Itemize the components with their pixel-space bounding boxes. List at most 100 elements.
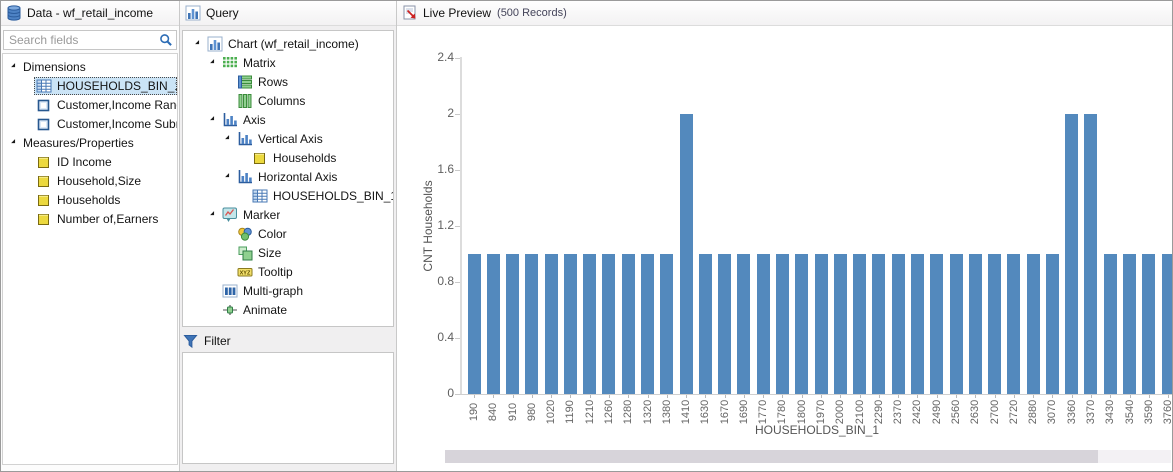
bar[interactable] [968,254,982,394]
bar[interactable] [756,254,770,394]
bar[interactable] [1045,254,1059,394]
tree-item[interactable]: HOUSEHOLDS_BIN_1 [183,186,393,205]
x-tick-label: 1630 [699,399,712,425]
bar[interactable] [641,254,655,394]
tree-item[interactable]: Household,Size [3,171,177,190]
tree-item-body: Chart (wf_retail_income) [205,35,393,53]
bar[interactable] [1026,254,1040,394]
tree-item[interactable]: Axis [183,110,393,129]
tree-item[interactable]: Size [183,243,393,262]
search-icon[interactable] [159,33,173,47]
tree-item[interactable]: Animate [183,300,393,319]
tree-item[interactable]: Color [183,224,393,243]
x-tick-mark [898,395,900,398]
tree-item[interactable]: Households [3,190,177,209]
tree-item[interactable]: Vertical Axis [183,129,393,148]
tree-item[interactable]: Customer,Income Subrang [3,114,177,133]
tree-item[interactable]: Matrix [183,53,393,72]
tree-item[interactable]: Number of,Earners [3,209,177,228]
expander-spacer [221,77,235,87]
bar[interactable] [1123,254,1137,394]
expander-triangle-icon[interactable] [7,138,21,148]
tree-item[interactable]: Customer,Income Range [3,95,177,114]
x-tick-mark [1090,395,1092,398]
expander-triangle-icon[interactable] [191,39,205,49]
tree-item-body: Households [34,191,177,209]
tree-item-label: Customer,Income Range [57,97,177,112]
bar[interactable] [563,254,577,394]
bar[interactable] [795,254,809,394]
bar[interactable] [1142,254,1156,394]
tree-item[interactable]: Measures/Properties [3,133,177,152]
tree-item[interactable]: XYZ Tooltip [183,262,393,281]
bar[interactable] [467,254,481,394]
bar[interactable] [698,254,712,394]
bar[interactable] [1103,254,1117,394]
expander-triangle-icon[interactable] [206,210,220,220]
bar[interactable] [737,254,751,394]
tree-item[interactable]: Rows [183,72,393,91]
bar[interactable] [506,254,520,394]
bar[interactable] [872,254,886,394]
horizontal-scrollbar[interactable] [445,450,1171,463]
rows-icon [237,74,253,90]
bar[interactable] [1084,114,1098,394]
bar[interactable] [486,254,500,394]
tree-item[interactable]: Marker [183,205,393,224]
y-axis-line [460,57,462,395]
x-tick-mark [570,395,572,398]
bar[interactable] [1161,254,1172,394]
tree-item-body: Vertical Axis [235,130,393,148]
x-tick-mark [763,395,765,398]
tree-item-body: HOUSEHOLDS_BIN_1 [34,76,177,95]
expander-triangle-icon[interactable] [206,115,220,125]
tree-item-label: Household,Size [57,173,142,188]
expander-triangle-icon[interactable] [221,172,235,182]
bar[interactable] [544,254,558,394]
bar[interactable] [930,254,944,394]
x-tick-mark [859,395,861,398]
tree-item[interactable]: ID Income [3,152,177,171]
bar[interactable] [910,254,924,394]
tree-item[interactable]: Households [183,148,393,167]
tree-item[interactable]: Multi-graph [183,281,393,300]
bar[interactable] [583,254,597,394]
bar[interactable] [621,254,635,394]
bar[interactable] [525,254,539,394]
bar[interactable] [1007,254,1021,394]
bar[interactable] [833,254,847,394]
bar[interactable] [891,254,905,394]
x-tick-mark [493,395,495,398]
bar[interactable] [1065,114,1079,394]
x-tick-label: 2880 [1027,399,1040,425]
tree-item[interactable]: Dimensions [3,57,177,76]
x-tick-mark [936,395,938,398]
bar[interactable] [853,254,867,394]
tree-item[interactable]: Chart (wf_retail_income) [183,34,393,53]
search-input[interactable] [7,32,159,48]
query-panel: Query Chart (wf_retail_income) Matrix Rows… [180,1,397,471]
tree-item-label: HOUSEHOLDS_BIN_1 [273,188,393,203]
bar[interactable] [988,254,1002,394]
tooltip-icon: XYZ [237,264,253,280]
bar[interactable] [602,254,616,394]
expander-triangle-icon[interactable] [221,134,235,144]
tree-item[interactable]: HOUSEHOLDS_BIN_1 [3,76,177,95]
bar[interactable] [949,254,963,394]
x-tick-mark [589,395,591,398]
filter-drop-area[interactable] [182,352,394,464]
expander-triangle-icon[interactable] [206,58,220,68]
tree-item-body: Animate [220,301,393,319]
bar[interactable] [814,254,828,394]
bar[interactable] [775,254,789,394]
bar[interactable] [679,114,693,394]
dimension-field-icon [36,97,52,113]
scrollbar-thumb[interactable] [445,450,1099,463]
bar[interactable] [718,254,732,394]
live-preview-header: Live Preview (500 Records) [397,1,1172,26]
expander-triangle-icon[interactable] [7,62,21,72]
bar[interactable] [660,254,674,394]
tree-item[interactable]: Horizontal Axis [183,167,393,186]
x-tick-label: 1690 [737,399,750,425]
tree-item[interactable]: Columns [183,91,393,110]
